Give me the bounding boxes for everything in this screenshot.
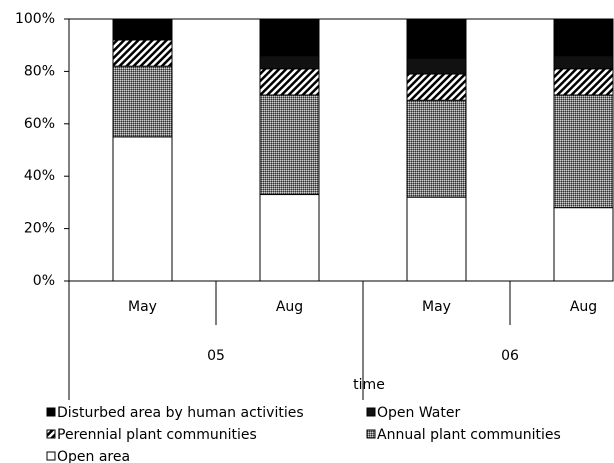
bar-segment — [553, 207, 614, 282]
y-tick-label: 80% — [24, 63, 55, 79]
bar-segment — [406, 18, 467, 59]
y-tick-label: 40% — [24, 168, 55, 184]
y-tick-label: 0% — [33, 273, 55, 289]
legend-swatch — [46, 451, 56, 461]
legend-label: Open Water — [377, 405, 460, 421]
y-tick-label: 100% — [15, 11, 55, 27]
x-tick-label: May — [422, 299, 451, 315]
legend-swatch — [366, 429, 376, 439]
bar-segment — [259, 18, 320, 57]
x-axis-label: time — [353, 377, 385, 393]
x-tick-label: Aug — [276, 299, 303, 315]
y-tick-label: 20% — [24, 221, 55, 237]
bar-segment — [112, 65, 173, 138]
bar-segment — [553, 55, 614, 70]
bar-segment — [112, 136, 173, 282]
legend-label: Perennial plant communities — [57, 427, 257, 443]
bar-segment — [259, 194, 320, 282]
bar-segment — [112, 39, 173, 67]
legend-label: Annual plant communities — [377, 427, 561, 443]
group-label: 06 — [501, 348, 519, 364]
bar-segment — [112, 18, 173, 41]
bar-segment — [553, 18, 614, 57]
bar-segment — [553, 94, 614, 209]
bar-segment — [406, 57, 467, 75]
legend-swatch — [46, 429, 56, 439]
x-tick-label: Aug — [570, 299, 597, 315]
bar-segment — [553, 68, 614, 96]
bar-segment — [259, 68, 320, 96]
bar-segment — [406, 73, 467, 101]
x-tick-label: May — [128, 299, 157, 315]
group-label: 05 — [207, 348, 225, 364]
bar-segment — [259, 94, 320, 196]
legend-label: Open area — [57, 449, 130, 463]
bar-segment — [406, 99, 467, 198]
y-tick-label: 60% — [24, 116, 55, 132]
legend-label: Disturbed area by human activities — [57, 405, 304, 421]
legend-swatch — [46, 407, 56, 417]
legend-swatch — [366, 407, 376, 417]
bar-segment — [406, 196, 467, 282]
bar-segment — [259, 55, 320, 70]
